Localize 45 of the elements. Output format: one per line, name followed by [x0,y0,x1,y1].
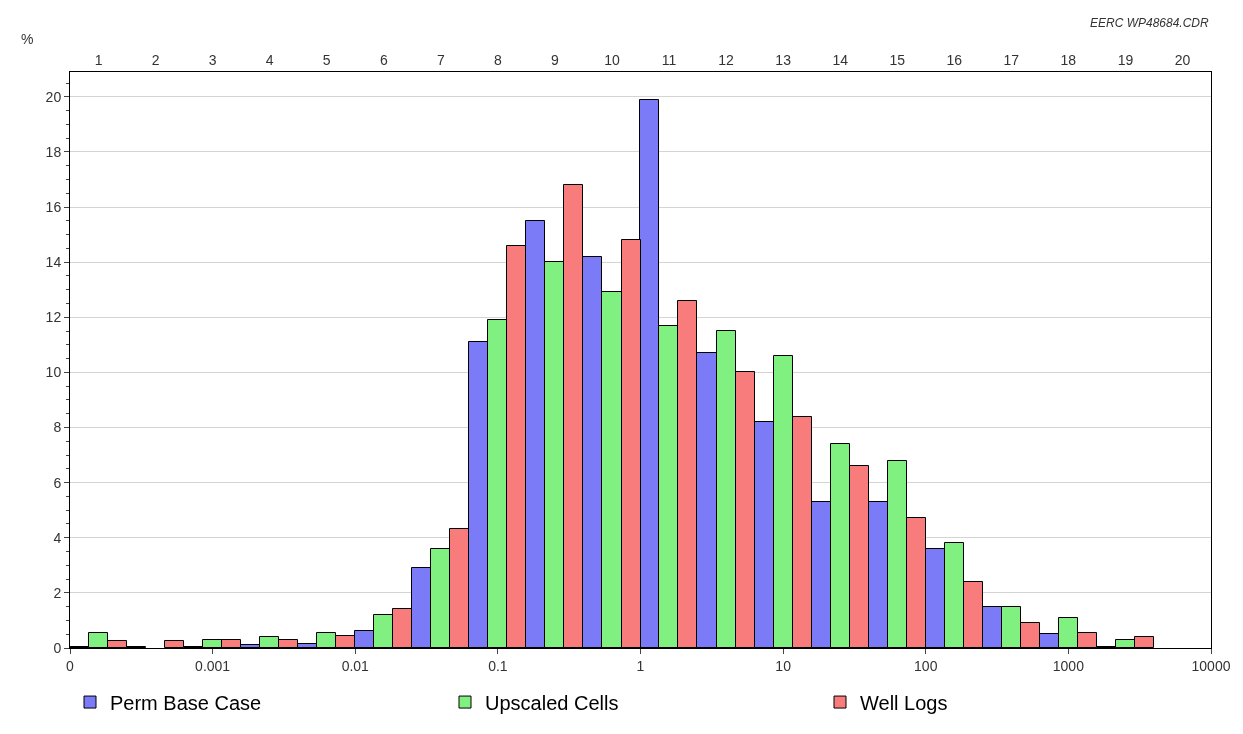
x2-tick-label: 8 [493,52,502,69]
x-tick-label: 0.001 [195,657,231,674]
x2-tick-label: 13 [775,52,792,69]
x2-tick-label: 10 [604,52,620,69]
y-tick-label: 2 [53,584,62,601]
x2-tick-label: 2 [151,52,160,69]
legend-label: Perm Base Case [110,691,262,714]
x2-tick-label: 18 [1060,52,1077,69]
x2-tick-label: 11 [661,52,677,69]
x-tick-label: 10 [775,657,792,674]
x-tick-label: 10000 [1191,657,1231,674]
x2-tick-label: 17 [1003,52,1020,69]
legend-label: Well Logs [860,691,948,714]
x-tick-label: 1 [636,657,645,674]
y-tick-label: 20 [45,88,62,105]
y-axis-title: % [21,31,34,47]
x2-tick-label: 4 [265,52,274,69]
x2-tick-label: 19 [1117,52,1134,69]
x2-tick-label: 15 [889,52,906,69]
y-tick-label: 14 [45,254,62,271]
legend-label: Upscaled Cells [485,691,619,714]
y-tick-label: 16 [45,198,62,215]
x2-tick-label: 9 [551,52,560,69]
y-tick-label: 4 [53,529,62,546]
x-tick-label: 1000 [1052,657,1085,674]
text: EERC WP48684.CDR [1090,16,1210,30]
y-tick-label: 0 [53,639,62,656]
x-tick-label: 0.01 [341,657,370,674]
y-tick-label: 6 [53,474,62,491]
x2-tick-label: 16 [946,52,963,69]
y-tick-label: 8 [53,419,62,436]
x-tick-label: 100 [914,657,938,674]
x2-tick-label: 3 [208,52,217,69]
x2-tick-label: 5 [322,52,331,69]
y-tick-label: 18 [45,143,62,160]
x2-tick-label: 1 [94,52,103,69]
y-tick-label: 10 [45,364,62,381]
x-tick-label: 0.1 [488,657,508,674]
x-tick-label: 0 [66,657,75,674]
x2-tick-label: 6 [379,52,388,69]
x2-tick-label: 12 [718,52,735,69]
y-tick-label: 12 [45,309,62,326]
x2-tick-label: 14 [832,52,849,69]
x2-tick-label: 20 [1174,52,1191,69]
x2-tick-label: 7 [436,52,445,69]
